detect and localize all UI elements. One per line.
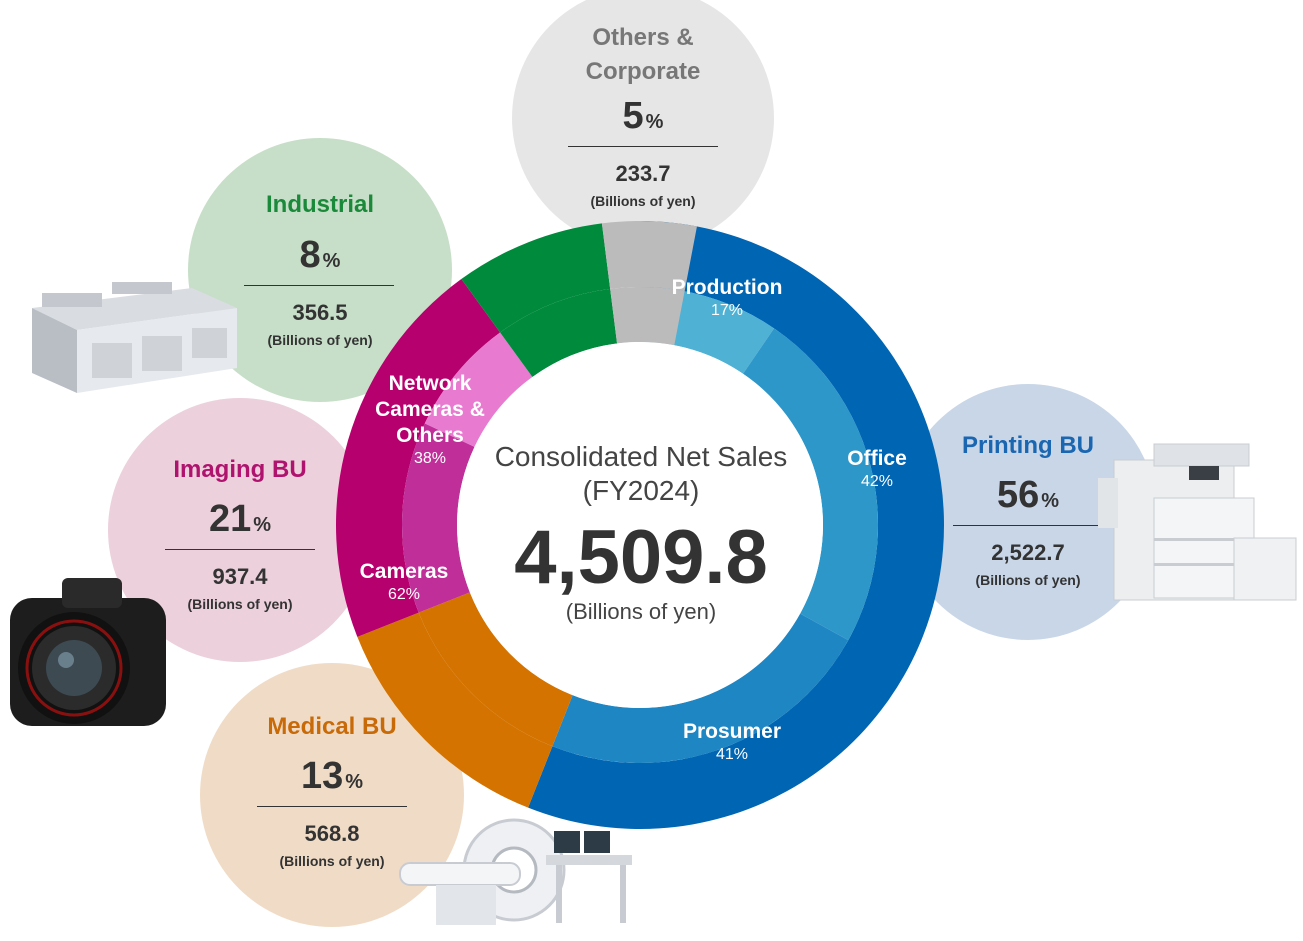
center-unit: (Billions of yen) [565,599,717,624]
network-label-line3: Others [396,424,464,447]
segment-label-production: Production 17% [672,275,783,321]
industrial-pct-sign: % [322,250,341,272]
center-total: 4,509.8 [514,515,768,600]
industrial-equipment-image [32,282,237,393]
industrial-name: Industrial [265,191,374,218]
outer-slice-industrial [461,223,611,333]
inner-slice-prosumer [552,613,849,763]
others-divider [568,146,718,147]
office-pct: 42% [860,473,894,490]
cameras-label: Cameras [359,560,449,583]
medical-divider [257,806,407,807]
medical-bubble-content: Medical BU 13% 568.8 (Billions of yen) [200,663,464,927]
printing-unit: (Billions of yen) [975,572,1081,588]
others-pct-value: 5 [622,95,644,137]
industrial-pct: 8% [188,234,452,277]
others-pct: 5% [512,95,774,138]
industrial-bubble-content: Industrial 8% 356.5 (Billions of yen) [188,138,452,402]
inner-slice-others-corporate [610,287,685,346]
others-pct-sign: % [645,111,664,133]
printing-pct-value: 56 [996,474,1040,516]
cameras-pct: 62% [387,586,421,603]
printing-name: Printing BU [962,432,1094,459]
industrial-divider [244,285,394,286]
prosumer-label: Prosumer [682,720,782,743]
inner-slice-office [743,328,879,641]
others-name-line1: Others & [592,24,694,51]
network-label-line2: Cameras & [375,398,485,421]
imaging-pct-value: 21 [208,498,252,540]
industrial-pct-value: 8 [299,234,321,276]
printing-bubble [900,384,1156,640]
outer-slice-medical-bu [357,612,553,808]
office-label: Office [847,447,907,470]
others-bubble-content: Others & Corporate 5% 233.7 (Billions of… [512,0,774,249]
donut-chart [335,220,945,830]
center-title: Consolidated Net Sales [494,441,788,472]
inner-slice-medical-bu [418,592,573,747]
outer-slice-others-corporate [601,220,697,292]
production-label: Production [671,276,783,299]
imaging-bubble-content: Imaging BU 21% 937.4 (Billions of yen) [108,398,372,662]
segment-label-network-cameras: Network Cameras & Others 38% [375,371,485,469]
medical-unit: (Billions of yen) [279,853,385,869]
prosumer-pct: 41% [715,746,749,763]
network-pct: 38% [413,450,447,467]
inner-slice-network-cameras-others [424,332,533,447]
industrial-bubble [188,138,452,402]
network-label-line1: Network [388,372,472,395]
outer-slice-imaging-bu [335,279,501,637]
inner-slice-industrial [500,288,618,377]
printing-value: 2,522.7 [991,540,1065,565]
imaging-pct-sign: % [253,514,272,536]
segment-label-office: Office 42% [847,446,907,492]
others-name: Others & Corporate [512,21,774,89]
medical-bubble [200,663,464,927]
imaging-pct: 21% [108,498,372,541]
inner-slice-cameras [401,423,475,613]
medical-name: Medical BU [267,713,397,740]
segment-label-prosumer: Prosumer 41% [683,719,781,765]
printing-bubble-content: Printing BU 56% 2,522.7 (Billions of yen… [900,384,1156,640]
center-period: (FY2024) [582,475,700,506]
printing-divider [953,525,1103,526]
outer-slice-printing-bu [528,221,945,830]
others-unit: (Billions of yen) [590,193,696,209]
medical-pct-value: 13 [300,755,344,797]
printing-pct: 56% [900,474,1156,517]
donut-hole [457,342,823,708]
production-pct: 17% [710,302,744,319]
imaging-unit: (Billions of yen) [187,596,293,612]
medical-pct: 13% [200,755,464,798]
printer-image [1098,443,1297,601]
ct-scanner-image [399,818,632,925]
imaging-name: Imaging BU [173,456,307,483]
medical-value: 568.8 [304,821,360,846]
camera-image [10,578,166,726]
industrial-unit: (Billions of yen) [267,332,373,348]
others-value: 233.7 [615,161,671,186]
others-bubble [512,0,774,249]
segment-label-cameras: Cameras 62% [360,559,449,605]
medical-pct-sign: % [345,771,364,793]
others-name-line2: Corporate [585,58,701,85]
imaging-value: 937.4 [212,564,268,589]
imaging-bubble [108,398,372,662]
industrial-value: 356.5 [292,300,348,325]
printing-pct-sign: % [1041,490,1060,512]
imaging-divider [165,549,315,550]
